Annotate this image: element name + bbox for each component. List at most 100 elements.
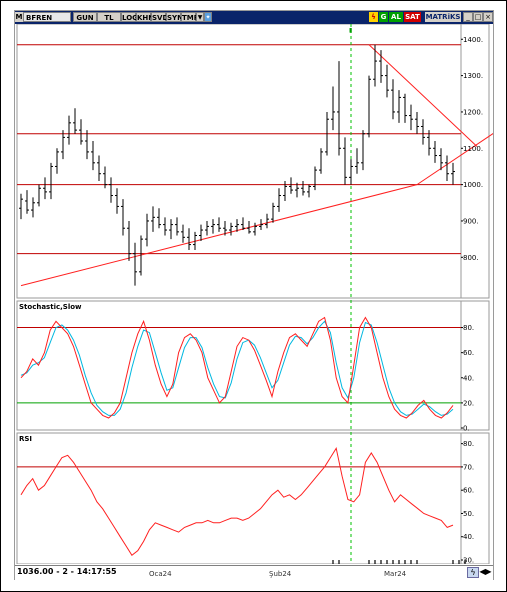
price-bar (73, 108, 77, 134)
price-bar (307, 184, 311, 198)
price-bar (265, 213, 269, 229)
status-bar: 1036.00 - 2 - 14:17:55 Oca24 Şub24 Mar24… (15, 565, 493, 580)
date-label-feb: Şub24 (269, 570, 292, 578)
g-badge[interactable]: G (379, 12, 388, 22)
panel-frame (16, 300, 490, 431)
price-bar (271, 202, 275, 223)
dropdown-arrow-icon[interactable]: ▼ (196, 12, 204, 22)
currency-tl-button[interactable]: TL (97, 12, 121, 22)
stoch-d-line (20, 320, 454, 416)
price-bar (313, 166, 317, 191)
price-bar (253, 222, 257, 236)
panel-frame (16, 432, 490, 564)
price-axis-label: 1200. (463, 108, 483, 116)
price-bar (277, 188, 281, 212)
scroll-right-icon[interactable]: ▶ (485, 567, 492, 576)
price-bar (31, 197, 35, 218)
price-bar (187, 228, 191, 251)
minimize-button[interactable]: _ (463, 12, 473, 22)
trendline (20, 184, 418, 287)
close-button[interactable]: × (483, 12, 493, 22)
stoch-axis-label: 60. (463, 349, 474, 357)
price-bar (61, 130, 65, 160)
price-bar (85, 130, 89, 160)
price-bar (331, 86, 335, 131)
tmp-button[interactable]: TMP (181, 12, 199, 22)
price-bar (385, 64, 389, 98)
bird-icon[interactable]: ✦ (204, 12, 212, 22)
price-bar (355, 148, 359, 174)
price-bar (55, 148, 59, 174)
period-gun-button[interactable]: GUN (73, 12, 97, 22)
price-bar (403, 93, 407, 123)
price-bar (37, 184, 41, 207)
sell-button[interactable]: SAT (404, 12, 421, 22)
price-bar (19, 193, 23, 220)
buy-button[interactable]: AL (389, 12, 403, 22)
matriks-logo: MATRiKS (425, 12, 461, 22)
cursor-readout: 1036.00 - 2 - 14:17:55 (17, 567, 117, 576)
rsi-axis-label: 80. (463, 440, 474, 448)
price-bar (229, 222, 233, 236)
trendline (416, 133, 493, 186)
khn-button[interactable]: KHN (136, 12, 155, 22)
log-scale-button[interactable]: LOG (121, 12, 138, 22)
price-bar (133, 242, 137, 286)
price-bar (103, 166, 107, 189)
price-bar (175, 217, 179, 236)
price-bar (139, 235, 143, 276)
price-bar (451, 162, 455, 185)
price-bar (151, 206, 155, 232)
ticker-field[interactable]: BFREN (23, 12, 71, 22)
price-bar (205, 220, 209, 236)
price-bar (241, 217, 245, 231)
panel-frame (16, 24, 490, 299)
price-bar (391, 79, 395, 120)
price-bar (361, 130, 365, 171)
price-bar (91, 141, 95, 171)
price-bar (67, 115, 71, 145)
price-bar (127, 220, 131, 261)
rsi-axis-label: 50. (463, 510, 474, 518)
price-bar (43, 177, 47, 200)
chart-svg: 1400. 1300. 1200. 1100. 1000. 900. 800. ▮ Stocha… (16, 24, 493, 564)
price-axis-label: 900. (463, 217, 479, 225)
price-bar (235, 219, 239, 232)
top-marker-icon: ▮ (349, 27, 352, 34)
price-bar (157, 208, 161, 229)
price-bar (211, 219, 215, 234)
stoch-axis-label: 20. (463, 399, 474, 407)
sym-button[interactable]: SYM (166, 12, 185, 22)
price-bar (409, 104, 413, 131)
stoch-axis-label: 40. (463, 374, 474, 382)
price-bar (325, 111, 329, 156)
price-bar (223, 220, 227, 236)
price-bar (427, 130, 431, 156)
lightning-icon[interactable]: ϟ (369, 12, 378, 22)
rsi-line (20, 446, 454, 557)
price-bar (343, 137, 347, 185)
date-label-jan: Oca24 (149, 570, 172, 578)
price-bar (337, 61, 341, 156)
stoch-axis-label: 80. (463, 324, 474, 332)
rsi-axis-label: 60. (463, 487, 474, 495)
price-bar (79, 119, 83, 145)
price-bar (319, 148, 323, 174)
price-bar (115, 188, 119, 214)
price-bar (295, 182, 299, 198)
maximize-button[interactable]: □ (473, 12, 483, 22)
price-bar (259, 219, 263, 231)
chart-toolbar: M BFREN GUN TL LOG KHN SVD SYM TMP ▼ ✦ ϟ… (15, 11, 493, 24)
rsi-panel-title: RSI (19, 435, 32, 443)
price-bar (193, 231, 197, 251)
price-bar (289, 177, 293, 194)
svd-button[interactable]: SVD (151, 12, 169, 22)
scroll-left-icon[interactable]: ◀ (479, 567, 486, 576)
price-bar (25, 190, 29, 214)
price-axis-label: 1100. (463, 145, 483, 153)
price-bar (49, 162, 53, 200)
price-bar (415, 111, 419, 134)
stoch-axis-label: 0. (463, 425, 470, 433)
tool-icon[interactable]: ϟ (467, 567, 479, 578)
stoch-panel-title: Stochastic,Slow (19, 303, 82, 311)
